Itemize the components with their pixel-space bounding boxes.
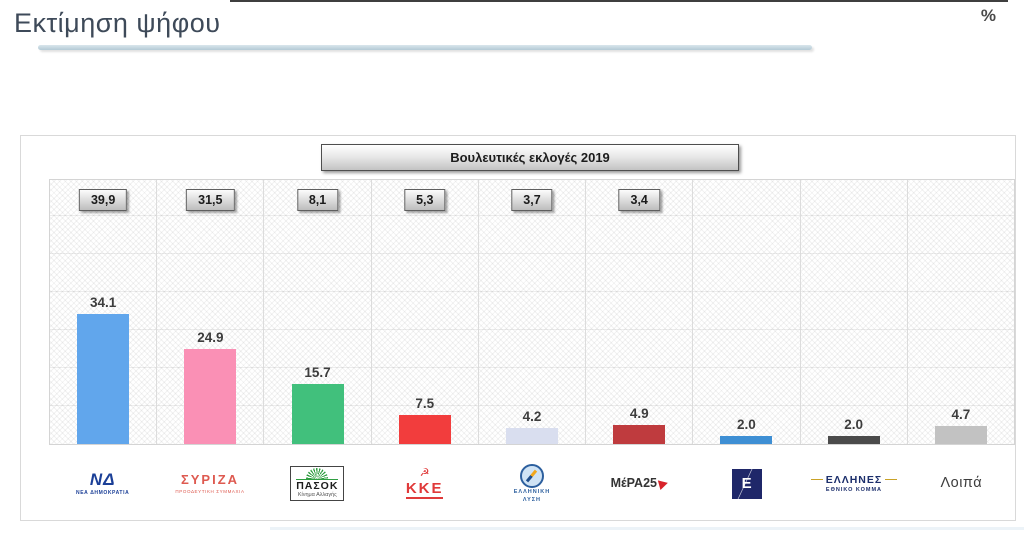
chart-column: 39,9 34.1 [50, 180, 158, 444]
logos-row: ΝΔ ΝΕΑ ΔΗΜΟΚΡΑΤΙΑ ΣΥΡΙΖΑ ΠΡΟΟΔΕΥΤΙΚΗ ΣΥΜΜΑΧ… [49, 445, 1015, 522]
party-logo-loipa: Λοιπά [908, 445, 1015, 522]
bar-value-label: 4.9 [629, 406, 649, 421]
red-arrow-icon [657, 477, 670, 490]
chart-column: 2.0 [693, 180, 801, 444]
chart-column: 31,5 24.9 [157, 180, 265, 444]
ellines-logo-row: ΕΛΛΗΝΕΣ [810, 473, 898, 486]
top-border-line [230, 0, 1008, 2]
compass-needle [526, 469, 538, 483]
party-logo-pasok: ΠΑΣΟΚ Κίνημα Αλλαγής [264, 445, 371, 522]
gold-line-icon [885, 479, 898, 481]
party-logo-plefsi-eleftherias: Ε [693, 445, 800, 522]
bottom-accent-line [270, 527, 1024, 530]
syriza-wordmark-icon: ΣΥΡΙΖΑ [180, 471, 240, 487]
bar: 2.0 [827, 417, 880, 444]
party-name: ΚΚΕ [405, 480, 444, 500]
chart-column: 3,4 4.9 [586, 180, 694, 444]
gridline [50, 253, 1014, 254]
party-logo-ellines: ΕΛΛΗΝΕΣ ΕΘΝΙΚΟ ΚΟΜΜΑ [800, 445, 907, 522]
prev-value-box: 31,5 [186, 189, 235, 211]
gold-line-icon [810, 479, 823, 481]
hammer-sickle-icon: ☭ [419, 466, 430, 479]
bar-value-label: 7.5 [415, 396, 435, 411]
percent-unit-label: % [980, 6, 996, 25]
party-caption: ΕΛΛΗΝΙΚΗ [513, 489, 551, 496]
party-logo-kke: ☭ ΚΚΕ [371, 445, 478, 522]
bar-value-label: 2.0 [844, 417, 864, 432]
compass-icon [519, 464, 544, 489]
bar: 34.1 [77, 295, 130, 444]
election-2019-header-label: Βουλευτικές εκλογές 2019 [450, 150, 610, 165]
epsilon-square-icon: Ε [731, 468, 762, 499]
party-logo-syriza: ΣΥΡΙΖΑ ΠΡΟΟΔΕΥΤΙΚΗ ΣΥΜΜΑΧΙΑ [156, 445, 263, 522]
party-caption: Κίνημα Αλλαγής [297, 491, 337, 498]
gridline [50, 215, 1014, 216]
mera-logo-row: ΜέΡΑ25 [610, 476, 670, 491]
chart-card: Βουλευτικές εκλογές 2019 39,9 34.1 31,5 24.… [20, 135, 1016, 521]
party-name: ΕΛΛΗΝΕΣ [825, 473, 883, 486]
gridline [50, 367, 1014, 368]
party-caption: ΛΥΣΗ [522, 496, 542, 503]
chart-column: 8,1 15.7 [264, 180, 372, 444]
gridline [50, 329, 1014, 330]
bar: 4.7 [934, 407, 987, 444]
bar: 24.9 [184, 330, 237, 444]
party-name: ΜέΡΑ25 [610, 476, 657, 491]
pasok-logo-box: ΠΑΣΟΚ Κίνημα Αλλαγής [290, 465, 345, 502]
prev-value-box: 39,9 [78, 189, 128, 211]
prev-value-box: 8,1 [296, 189, 339, 211]
gridline [50, 405, 1014, 406]
chart-column: 5,3 7.5 [372, 180, 479, 444]
sunburst-icon [306, 467, 329, 479]
bar-value-label: 34.1 [89, 295, 117, 310]
chart-column: 4.7 [908, 180, 1014, 444]
party-caption: ΝΕΑ ΔΗΜΟΚΡΑΤΙΑ [76, 489, 130, 496]
bar: 7.5 [398, 396, 451, 444]
party-caption: ΠΡΟΟΔΕΥΤΙΚΗ ΣΥΜΜΑΧΙΑ [175, 488, 245, 494]
chart-column: 2.0 [801, 180, 908, 444]
party-name: ΠΑΣΟΚ [296, 478, 339, 492]
party-caption: ΕΘΝΙΚΟ ΚΟΜΜΑ [825, 486, 883, 493]
party-name: Λοιπά [940, 475, 983, 492]
prev-value-box: 3,7 [511, 189, 553, 211]
bar-value-label: 24.9 [197, 330, 224, 345]
plot-area: 39,9 34.1 31,5 24.9 8,1 15.7 5,3 7.5 3,7 4.2 3,4 4.… [49, 179, 1015, 445]
prev-value-box: 3,4 [618, 189, 660, 211]
nd-monogram-icon: ΝΔ [89, 470, 116, 490]
party-logo-nd: ΝΔ ΝΕΑ ΔΗΜΟΚΡΑΤΙΑ [49, 445, 156, 522]
bar-value-label: 2.0 [737, 417, 756, 432]
bar: 4.2 [505, 409, 558, 444]
bar: 15.7 [291, 365, 344, 444]
bar-value-label: 15.7 [304, 365, 331, 380]
bar-value-label: 4.2 [522, 409, 542, 424]
chart-columns: 39,9 34.1 31,5 24.9 8,1 15.7 5,3 7.5 3,7 4.2 3,4 4.… [50, 180, 1014, 444]
party-logo-mera25: ΜέΡΑ25 [586, 445, 693, 522]
party-logo-elliniki-lysi: ΕΛΛΗΝΙΚΗ ΛΥΣΗ [478, 445, 585, 522]
prev-value-box: 5,3 [404, 189, 446, 211]
chart-column: 3,7 4.2 [479, 180, 587, 444]
title-underline [38, 45, 812, 50]
election-2019-header-box: Βουλευτικές εκλογές 2019 [321, 144, 739, 171]
gridline [50, 291, 1014, 292]
bar: 2.0 [720, 417, 773, 444]
bar-value-label: 4.7 [951, 407, 971, 422]
bar: 4.9 [613, 406, 666, 444]
page-title: Εκτίμηση ψήφου [14, 8, 221, 38]
